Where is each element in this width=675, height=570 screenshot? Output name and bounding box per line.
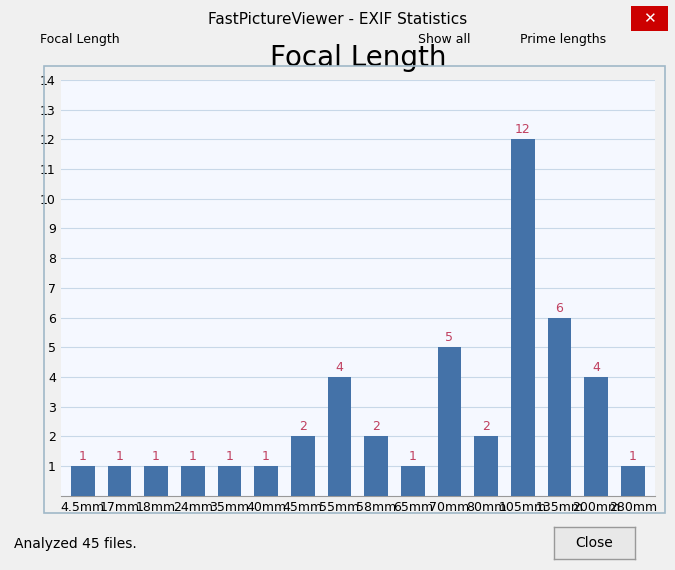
Text: 2: 2: [299, 421, 306, 433]
Text: 1: 1: [189, 450, 196, 463]
Bar: [364, 437, 388, 496]
Bar: [584, 377, 608, 496]
Title: Focal Length: Focal Length: [269, 44, 446, 72]
Text: 1: 1: [79, 450, 86, 463]
Text: 5: 5: [446, 331, 454, 344]
Text: Prime lengths: Prime lengths: [520, 33, 606, 46]
Text: 4: 4: [592, 361, 600, 374]
Bar: [107, 466, 132, 496]
Bar: [71, 466, 95, 496]
Bar: [437, 347, 461, 496]
Text: 1: 1: [115, 450, 124, 463]
Text: 1: 1: [262, 450, 270, 463]
Text: Focal Length: Focal Length: [40, 33, 120, 46]
Text: 1: 1: [152, 450, 160, 463]
Bar: [621, 466, 645, 496]
Text: Close: Close: [575, 536, 613, 550]
Bar: [547, 317, 571, 496]
Bar: [144, 466, 168, 496]
Text: 2: 2: [482, 421, 490, 433]
Text: Analyzed 45 files.: Analyzed 45 files.: [14, 538, 136, 551]
Text: 1: 1: [225, 450, 234, 463]
Text: 2: 2: [372, 421, 380, 433]
Text: Show all: Show all: [418, 33, 471, 46]
Bar: [327, 377, 351, 496]
Text: 1: 1: [409, 450, 416, 463]
Text: 12: 12: [515, 123, 531, 136]
Text: 1: 1: [629, 450, 637, 463]
Bar: [254, 466, 278, 496]
Bar: [401, 466, 425, 496]
Text: 6: 6: [556, 302, 564, 315]
Bar: [217, 466, 242, 496]
Bar: [511, 139, 535, 496]
Text: FastPictureViewer - EXIF Statistics: FastPictureViewer - EXIF Statistics: [208, 13, 467, 27]
Bar: [474, 437, 498, 496]
Text: ✕: ✕: [643, 11, 656, 26]
Text: 4: 4: [335, 361, 344, 374]
Bar: [181, 466, 205, 496]
Bar: [291, 437, 315, 496]
